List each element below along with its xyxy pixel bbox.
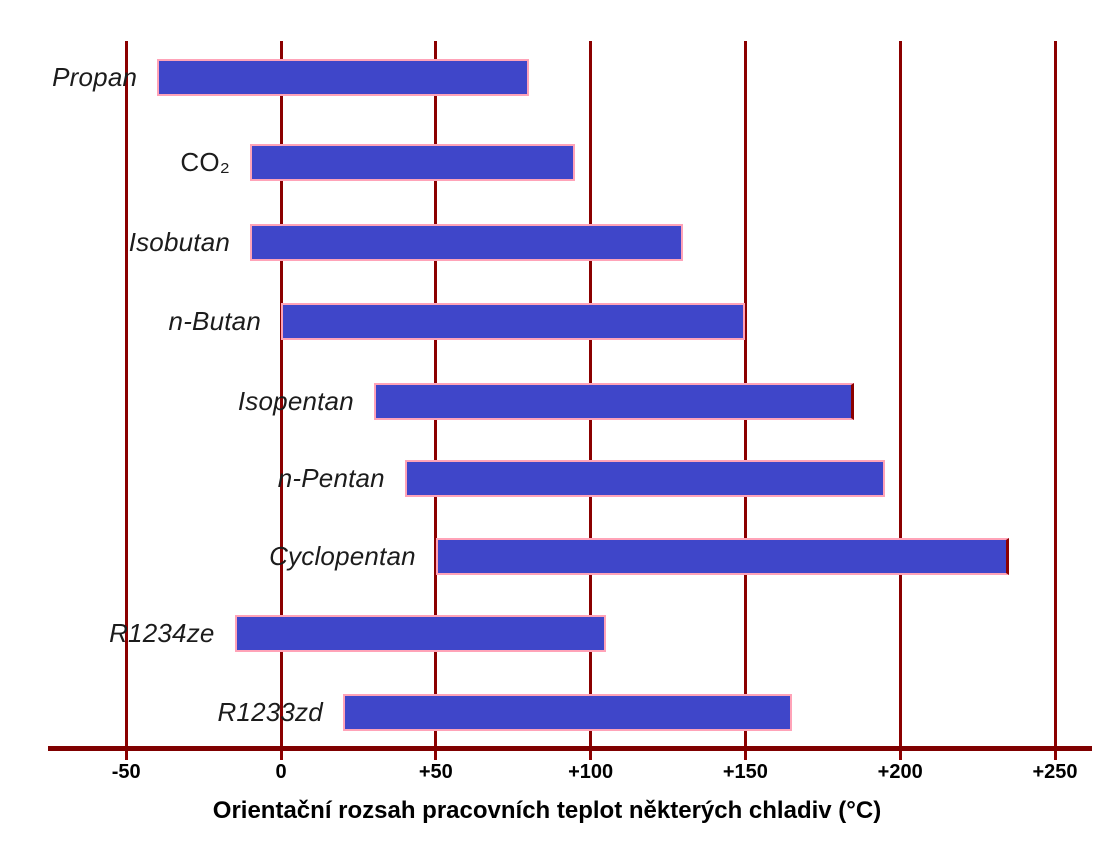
x-tick-label: +100 <box>568 761 614 783</box>
category-label: CO₂ <box>180 147 231 177</box>
category-label: R1234ze <box>109 618 215 648</box>
range-bar-r1233zd <box>342 694 792 731</box>
category-label: Isobutan <box>128 227 231 257</box>
x-tick-label: +200 <box>877 761 923 783</box>
x-tick-label: 0 <box>275 761 287 783</box>
category-label: Propan <box>52 62 138 92</box>
range-bar-propan <box>157 59 529 96</box>
range-bar-isobutan <box>250 224 684 261</box>
gridline-+250 <box>1053 41 1057 760</box>
category-label: Isopentan <box>237 386 354 416</box>
category-label: n-Butan <box>168 306 261 336</box>
range-bar-npentan <box>404 460 885 497</box>
x-axis-title: Orientační rozsah pracovních teplot někt… <box>212 797 882 824</box>
category-label: Cyclopentan <box>269 541 416 571</box>
range-bar-co <box>250 144 576 181</box>
range-bar-isopentan <box>373 383 854 420</box>
x-tick-label: +250 <box>1032 761 1078 783</box>
range-bar-nbutan <box>281 303 746 340</box>
gridline-0 <box>279 41 283 760</box>
gridline--50 <box>124 41 128 760</box>
range-bar-r1234ze <box>234 615 607 652</box>
gridline-+200 <box>898 41 902 760</box>
x-axis-line <box>48 746 1092 751</box>
category-label: n-Pentan <box>277 463 385 493</box>
x-tick-label: +50 <box>418 761 453 783</box>
x-tick-label: +150 <box>722 761 768 783</box>
x-tick-label: -50 <box>111 761 141 783</box>
range-bar-cyclopentan <box>435 538 1009 575</box>
category-label: R1233zd <box>217 697 323 727</box>
